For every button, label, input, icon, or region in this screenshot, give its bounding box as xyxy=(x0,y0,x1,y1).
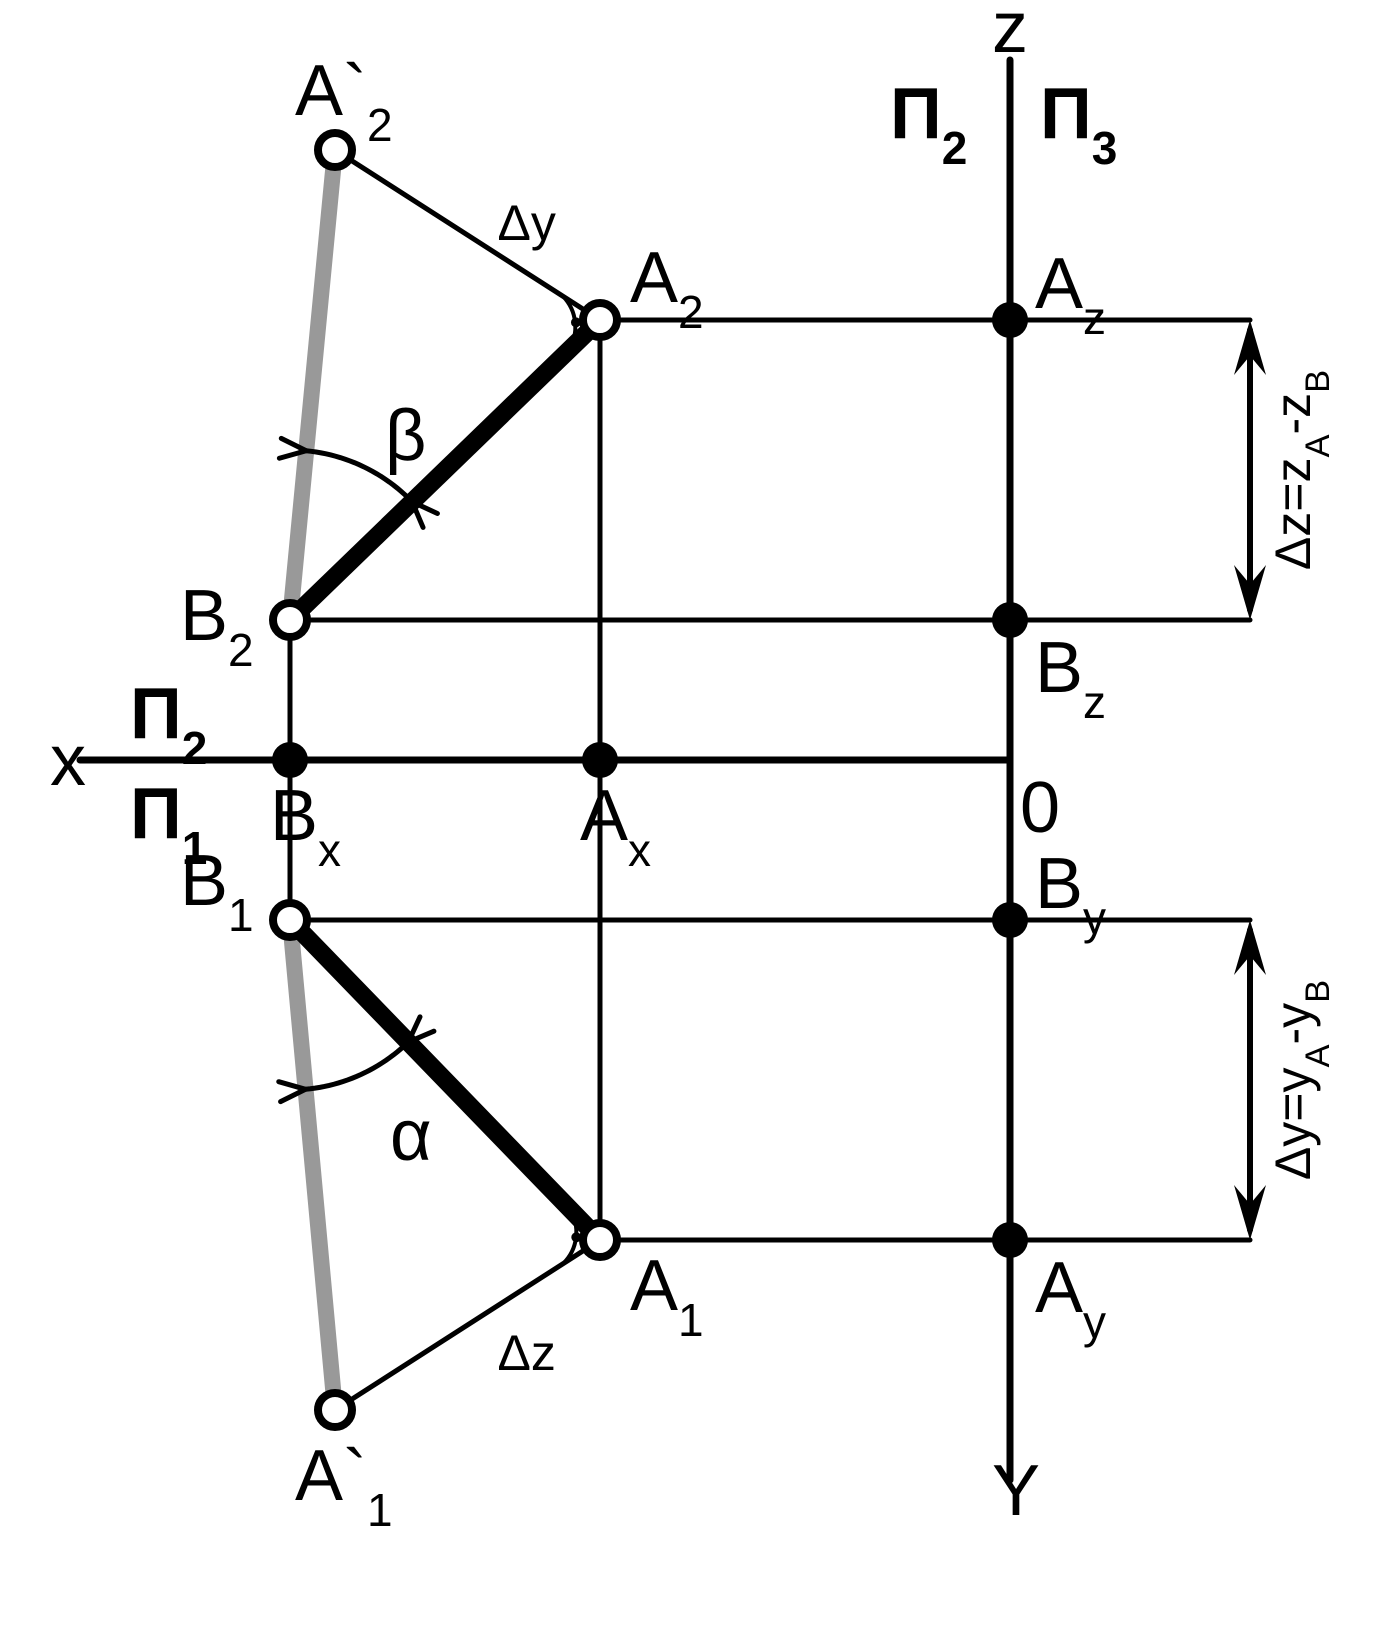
svg-text:П2: П2 xyxy=(890,74,967,174)
svg-text:A2: A2 xyxy=(630,238,704,338)
svg-text:Ax: Ax xyxy=(580,776,651,876)
svg-text:Δz: Δz xyxy=(498,1325,556,1381)
descriptive-geometry-diagram: zYx0П2П1П2П3A2A`2B2A1A`1B1AxBxAzBzByAyβα… xyxy=(0,0,1396,1634)
svg-text:Δy: Δy xyxy=(498,195,556,251)
svg-text:z: z xyxy=(992,0,1028,68)
svg-text:x: x xyxy=(50,721,86,801)
svg-text:0: 0 xyxy=(1020,768,1060,848)
svg-text:Ay: Ay xyxy=(1035,1248,1106,1348)
svg-text:Bx: Bx xyxy=(270,776,341,876)
svg-text:A`1: A`1 xyxy=(295,1436,393,1536)
svg-text:Y: Y xyxy=(992,1451,1040,1531)
svg-text:Az: Az xyxy=(1035,244,1106,344)
svg-text:Δy=yA-yB: Δy=yA-yB xyxy=(1265,980,1337,1180)
svg-text:B1: B1 xyxy=(180,841,254,941)
svg-text:A1: A1 xyxy=(630,1246,704,1346)
svg-text:By: By xyxy=(1035,844,1106,944)
svg-text:Bz: Bz xyxy=(1035,628,1106,728)
svg-text:B2: B2 xyxy=(180,576,254,676)
svg-text:β: β xyxy=(385,396,426,476)
svg-text:α: α xyxy=(390,1096,432,1176)
svg-text:П3: П3 xyxy=(1040,74,1117,174)
svg-text:Δz=zA-zB: Δz=zA-zB xyxy=(1265,370,1337,570)
